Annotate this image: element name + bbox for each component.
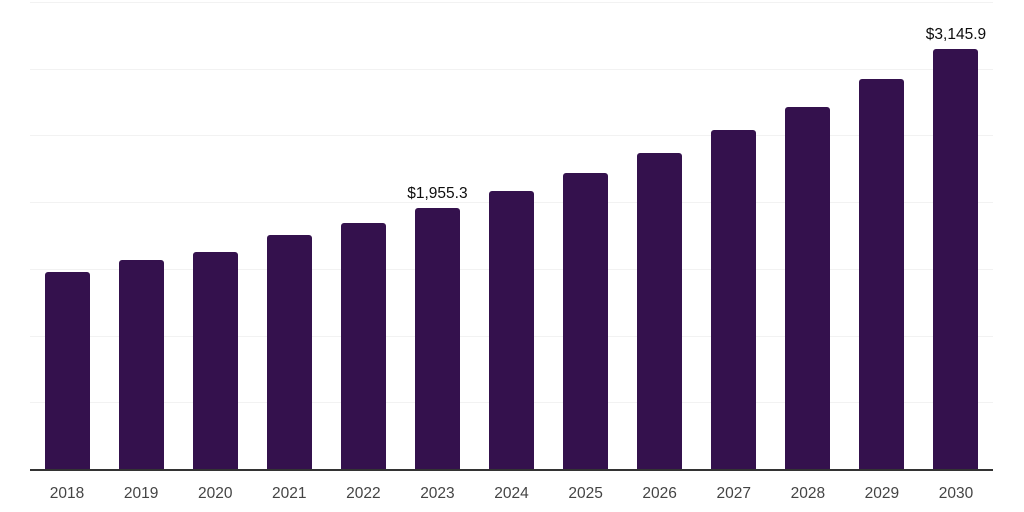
bar-column-2024	[474, 2, 548, 469]
x-axis: 2018 2019 2020 2021 2022 2023 2024 2025 2026 2027…	[30, 484, 993, 504]
gridline-3000	[30, 69, 993, 70]
bar-2030	[933, 49, 979, 469]
x-axis-line	[30, 469, 993, 471]
bar-column-2028	[771, 2, 845, 469]
bar-column-2029	[845, 2, 919, 469]
bar-2026	[637, 153, 683, 469]
bar-row: $1,955.3 $3,145.9	[30, 2, 993, 469]
x-tick-label-2028: 2028	[790, 485, 826, 502]
x-tick-label-2021: 2021	[272, 485, 307, 502]
bar-value-label-2023: $1,955.3	[407, 184, 468, 202]
bar-2029	[859, 79, 905, 469]
bar-column-2020	[178, 2, 252, 469]
bar-2022	[340, 223, 386, 469]
bar-2028	[785, 107, 831, 469]
bar-2027	[711, 130, 757, 469]
bar-2019	[118, 260, 164, 469]
x-tick-label-2024: 2024	[494, 485, 529, 502]
bar-column-2018	[30, 2, 104, 469]
bar-column-2023: $1,955.3	[400, 2, 474, 469]
gridline-3500	[30, 2, 993, 3]
x-tick-label-2019: 2019	[123, 485, 159, 502]
x-tick-label-2030: 2030	[938, 485, 974, 502]
bar-2024	[489, 191, 534, 469]
bar-column-2030: $3,145.9	[919, 2, 993, 469]
bar-column-2025	[549, 2, 623, 469]
bar-column-2026	[623, 2, 697, 469]
bar-column-2019	[104, 2, 178, 469]
bar-2025	[563, 173, 609, 469]
bar-2020	[192, 252, 238, 469]
x-tick-label-2027: 2027	[716, 485, 751, 502]
bar-column-2021	[252, 2, 326, 469]
x-tick-label-2020: 2020	[197, 485, 233, 502]
x-tick-label-2018: 2018	[49, 485, 85, 502]
plot-area: $1,955.3 $3,145.9	[30, 2, 993, 469]
bar-value-label-2030: $3,145.9	[925, 25, 987, 43]
x-tick-label-2026: 2026	[642, 485, 677, 502]
bar-2018	[44, 272, 90, 469]
x-tick-label-2029: 2029	[864, 485, 900, 502]
gridline-2500	[30, 135, 993, 136]
bar-2023	[414, 208, 460, 469]
x-tick-label-2023: 2023	[420, 485, 455, 502]
x-tick-label-2025: 2025	[568, 485, 603, 502]
x-tick-label-2022: 2022	[346, 485, 381, 502]
bar-2021	[266, 235, 312, 469]
bar-column-2022	[326, 2, 400, 469]
bar-column-2027	[697, 2, 771, 469]
